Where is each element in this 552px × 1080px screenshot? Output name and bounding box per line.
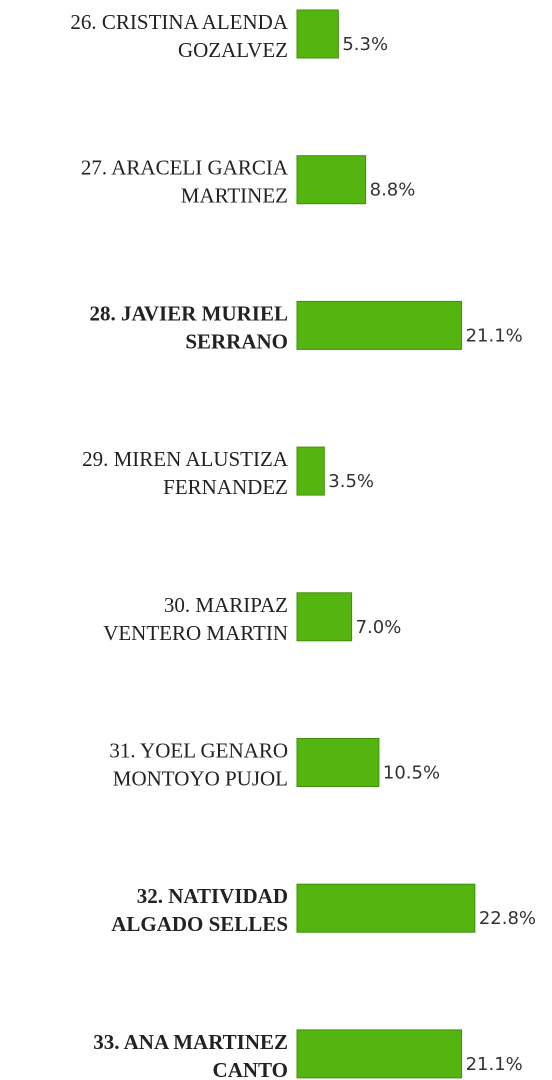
bar	[296, 883, 476, 933]
bar	[296, 300, 463, 350]
category-label: FERNANDEZ	[163, 475, 288, 499]
bar	[296, 446, 325, 496]
category-label: MONTOYO PUJOL	[113, 767, 288, 791]
category-label: 26. CRISTINA ALENDA	[70, 10, 288, 34]
value-label: 10.5%	[383, 763, 440, 784]
category-label: MARTINEZ	[181, 184, 288, 208]
bar	[296, 1029, 463, 1079]
category-label: 33. ANA MARTINEZ	[93, 1030, 288, 1054]
category-label: 28. JAVIER MURIEL	[89, 301, 288, 325]
value-label: 3.5%	[328, 471, 374, 492]
value-label: 21.1%	[466, 1054, 523, 1075]
category-label: SERRANO	[185, 329, 288, 353]
category-label: VENTERO MARTIN	[103, 621, 288, 645]
category-label: CANTO	[213, 1058, 288, 1080]
category-label: 30. MARIPAZ	[164, 593, 288, 617]
value-label: 22.8%	[479, 908, 536, 929]
bar	[296, 592, 353, 642]
bar	[296, 9, 339, 59]
category-label: ALGADO SELLES	[111, 912, 288, 936]
category-label: 32. NATIVIDAD	[137, 884, 288, 908]
value-label: 7.0%	[356, 617, 402, 638]
value-label: 21.1%	[466, 325, 523, 346]
bar	[296, 155, 367, 205]
bar	[296, 738, 380, 787]
category-label: 29. MIREN ALUSTIZA	[82, 447, 289, 471]
value-label: 5.3%	[342, 34, 388, 55]
category-label: 31. YOEL GENARO	[109, 739, 288, 763]
category-label: 27. ARACELI GARCIA	[81, 156, 289, 180]
value-label: 8.8%	[370, 180, 416, 201]
category-label: GOZALVEZ	[178, 38, 288, 62]
